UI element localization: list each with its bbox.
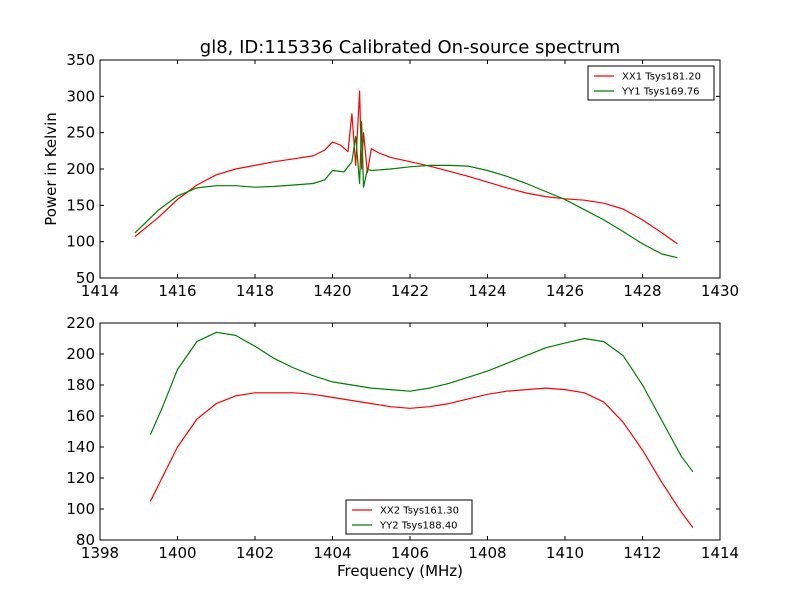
y-tick-label: 100	[66, 233, 95, 251]
y-tick-label: 150	[66, 196, 95, 214]
x-tick-label: 1414	[81, 282, 119, 300]
series-line-yy2	[149, 331, 694, 473]
legend-box	[587, 65, 715, 101]
y-tick-label: 140	[66, 438, 95, 456]
x-tick-label: 1414	[701, 544, 739, 562]
bottom-spectrum-plot: 1398 1400 1402 1404 1406 1408 1410 1412 1414 80 10…	[66, 314, 739, 580]
legend-entry: XX2 Tsys161.30	[380, 506, 459, 517]
x-tick-label: 1400	[158, 544, 196, 562]
y-tick-label: 80	[76, 531, 95, 549]
y-tick-label: 300	[66, 87, 95, 105]
top-spectrum-plot: 1414 1416 1418 1420 1422 1424 1426 1428 1430 50 10…	[42, 51, 739, 300]
y-tick-label: 180	[66, 376, 95, 394]
legend: XX2 Tsys161.30 YY2 Tsys188.40	[345, 499, 473, 535]
series-line-yy1	[134, 121, 678, 259]
series-line-xx2	[149, 387, 694, 528]
x-tick-label: 1406	[391, 544, 429, 562]
y-tick-label: 50	[76, 269, 95, 287]
x-tick-label: 1418	[236, 282, 274, 300]
y-tick-label: 160	[66, 407, 95, 425]
legend-entry: YY2 Tsys188.40	[379, 521, 458, 532]
x-tick-label: 1408	[468, 544, 506, 562]
x-tick-label: 1416	[158, 282, 196, 300]
y-tick-label: 100	[66, 500, 95, 518]
y-tick-label: 200	[66, 160, 95, 178]
y-tick-label: 250	[66, 124, 95, 142]
x-tick-label: 1428	[623, 282, 661, 300]
y-tick-label: 200	[66, 345, 95, 363]
x-tick-label: 1410	[546, 544, 584, 562]
x-tick-label: 1420	[313, 282, 351, 300]
x-axis-label: Frequency (MHz)	[337, 562, 463, 580]
figure-title: gl8, ID:115336 Calibrated On-source spec…	[200, 37, 620, 58]
y-tick-label: 350	[66, 51, 95, 69]
x-tick-label: 1398	[81, 544, 119, 562]
legend-box	[345, 499, 473, 535]
legend: XX1 Tsys181.20 YY1 Tsys169.76	[587, 65, 715, 101]
legend-entry: YY1 Tsys169.76	[621, 87, 700, 98]
x-tick-label: 1412	[623, 544, 661, 562]
x-tick-label: 1426	[546, 282, 584, 300]
y-tick-label: 220	[66, 314, 95, 332]
y-tick-label: 120	[66, 469, 95, 487]
legend-entry: XX1 Tsys181.20	[622, 72, 701, 83]
x-tick-label: 1404	[313, 544, 351, 562]
y-axis-label: Power in Kelvin	[42, 112, 60, 226]
x-tick-label: 1422	[391, 282, 429, 300]
x-tick-label: 1402	[236, 544, 274, 562]
x-tick-label: 1430	[701, 282, 739, 300]
x-tick-label: 1424	[468, 282, 506, 300]
